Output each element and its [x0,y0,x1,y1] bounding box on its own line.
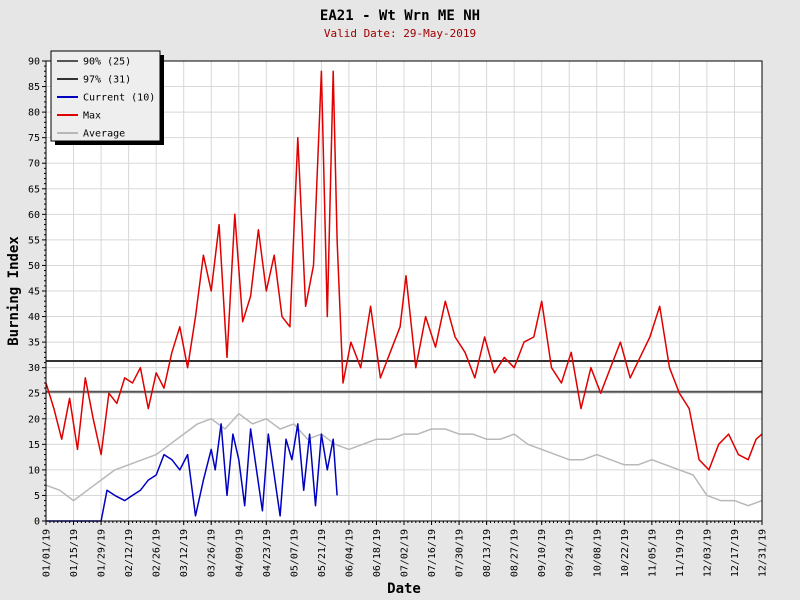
y-tick-label: 15 [28,440,40,451]
y-tick-label: 20 [28,414,40,425]
legend-label-max: Max [83,111,101,122]
x-tick-label: 07/16/19 [427,529,438,577]
y-tick-label: 50 [28,261,40,272]
x-tick-label: 06/18/19 [372,529,383,577]
chart-title: EA21 - Wt Wrn ME NH [320,8,480,24]
x-tick-label: 12/17/19 [730,529,741,577]
current-line [46,423,338,522]
y-tick-label: 5 [34,491,40,502]
legend: 90% (25) 97% (31) Current (10) Max Average [50,50,164,145]
x-tick-label: 01/01/19 [42,529,53,577]
y-tick-label: 85 [28,82,40,93]
threshold-lines [46,360,762,393]
y-axis-label: Burning Index [6,236,22,346]
x-tick-label: 07/30/19 [455,529,466,577]
x-tick-label: 11/19/19 [675,529,686,577]
y-tick-label: 65 [28,184,40,195]
y-tick-label: 90 [28,57,40,68]
y-axis-ticks: 0 5 10 15 20 25 30 35 40 45 50 55 60 65 70 75 80 85 90 [28,57,46,528]
y-tick-label: 55 [28,235,40,246]
x-tick-label: 12/03/19 [702,529,713,577]
average-line [45,412,763,507]
max-line [45,70,763,471]
y-tick-label: 30 [28,363,40,374]
y-tick-label: 40 [28,312,40,323]
x-tick-label: 10/22/19 [620,529,631,577]
x-tick-label: 05/07/19 [289,529,300,577]
x-tick-label: 02/26/19 [152,529,163,577]
x-axis-ticks: 01/01/19 01/15/19 01/29/19 02/12/19 02/26/19… [42,521,769,577]
x-tick-label: 06/04/19 [344,529,355,577]
x-tick-label: 05/21/19 [317,529,328,577]
legend-label-97-31: 97% (31) [83,75,131,86]
x-tick-label: 10/08/19 [592,529,603,577]
y-tick-label: 70 [28,159,40,170]
y-tick-label: 75 [28,133,40,144]
x-tick-label: 08/27/19 [510,529,521,577]
x-tick-label: 01/29/19 [97,529,108,577]
y-tick-label: 35 [28,338,40,349]
x-axis-label: Date [387,581,421,597]
legend-label-current-10: Current (10) [83,93,155,104]
x-tick-label: 09/24/19 [565,529,576,577]
x-tick-label: 01/15/19 [69,529,80,577]
y-tick-label: 80 [28,108,40,119]
x-tick-label: 04/09/19 [234,529,245,577]
x-tick-label: 12/31/19 [758,529,769,577]
series-lines [45,70,763,522]
legend-label-90-25: 90% (25) [83,57,131,68]
x-tick-label: 04/23/19 [262,529,273,577]
x-tick-label: 07/02/19 [400,529,411,577]
y-tick-label: 60 [28,210,40,221]
y-tick-label: 25 [28,389,40,400]
x-tick-label: 03/12/19 [179,529,190,577]
x-tick-label: 11/05/19 [647,529,658,577]
x-tick-label: 08/13/19 [482,529,493,577]
x-tick-label: 03/26/19 [207,529,218,577]
x-tick-label: 02/12/19 [124,529,135,577]
x-tick-label: 09/10/19 [537,529,548,577]
chart-subtitle: Valid Date: 29-May-2019 [324,27,476,40]
y-tick-label: 10 [28,465,40,476]
legend-label-average: Average [83,129,125,140]
y-tick-label: 0 [34,517,40,528]
y-tick-label: 45 [28,287,40,298]
